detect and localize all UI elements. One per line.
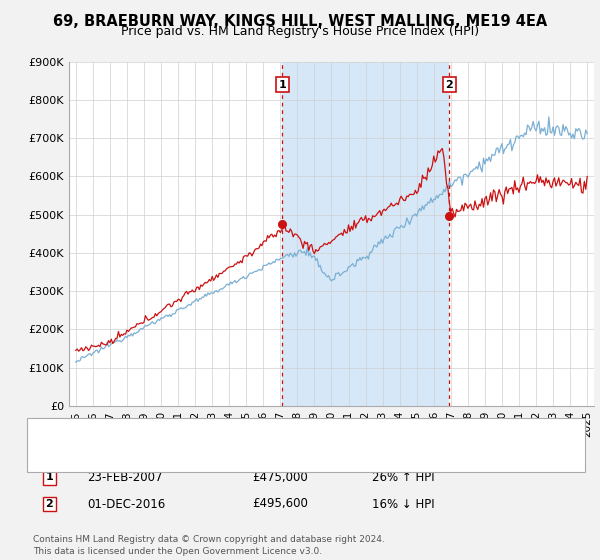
Text: 69, BRAEBURN WAY, KINGS HILL, WEST MALLING, ME19 4EA (detached house): 69, BRAEBURN WAY, KINGS HILL, WEST MALLI… — [87, 428, 515, 438]
Text: 69, BRAEBURN WAY, KINGS HILL, WEST MALLING, ME19 4EA: 69, BRAEBURN WAY, KINGS HILL, WEST MALLI… — [53, 14, 547, 29]
Text: 1: 1 — [278, 80, 286, 90]
Bar — [283, 62, 449, 406]
Text: 2: 2 — [46, 499, 53, 509]
Text: ——: —— — [54, 426, 85, 441]
Text: £495,600: £495,600 — [252, 497, 308, 511]
Text: ——: —— — [54, 446, 85, 461]
Text: Contains HM Land Registry data © Crown copyright and database right 2024.
This d: Contains HM Land Registry data © Crown c… — [33, 535, 385, 556]
Text: 16% ↓ HPI: 16% ↓ HPI — [372, 497, 434, 511]
Text: 23-FEB-2007: 23-FEB-2007 — [87, 470, 163, 484]
Text: Price paid vs. HM Land Registry's House Price Index (HPI): Price paid vs. HM Land Registry's House … — [121, 25, 479, 38]
Text: £475,000: £475,000 — [252, 470, 308, 484]
Text: 2: 2 — [446, 80, 454, 90]
Text: HPI: Average price, detached house, Tonbridge and Malling: HPI: Average price, detached house, Tonb… — [87, 449, 409, 459]
Text: 01-DEC-2016: 01-DEC-2016 — [87, 497, 165, 511]
Text: 1: 1 — [46, 472, 53, 482]
Text: 26% ↑ HPI: 26% ↑ HPI — [372, 470, 434, 484]
